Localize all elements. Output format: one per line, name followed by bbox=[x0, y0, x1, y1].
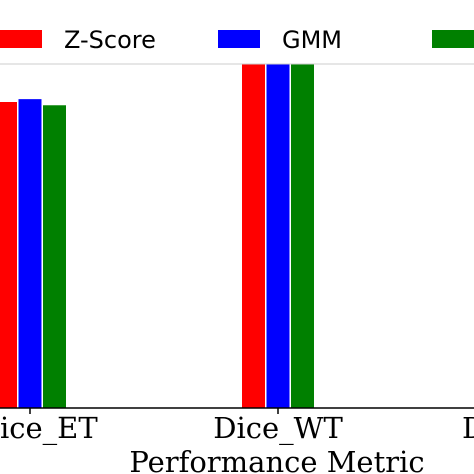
bars-group bbox=[0, 53, 314, 409]
bar-series-2-dice-wt bbox=[291, 57, 314, 408]
x-tick-label: D bbox=[462, 411, 474, 445]
x-ticks-group: ice_ET Dice_WT D bbox=[0, 408, 474, 446]
legend-label: GMM bbox=[282, 26, 342, 54]
legend-swatch-z-score bbox=[0, 30, 42, 48]
bar-series-2-dice-et bbox=[43, 105, 66, 408]
bar-gmm-dice-et bbox=[18, 99, 42, 409]
legend-swatch-series-2 bbox=[432, 30, 474, 48]
bar-z-score-dice-wt bbox=[242, 53, 265, 408]
x-axis-title: Performance Metric bbox=[129, 445, 424, 474]
legend-swatch-gmm bbox=[218, 30, 260, 48]
legend: Z-Score GMM bbox=[0, 0, 474, 65]
legend-label: Z-Score bbox=[64, 26, 156, 54]
x-tick-label: ice_ET bbox=[0, 411, 98, 446]
bar-gmm-dice-wt bbox=[266, 57, 290, 409]
x-tick-label: Dice_WT bbox=[213, 411, 343, 446]
bar-z-score-dice-et bbox=[0, 102, 17, 408]
